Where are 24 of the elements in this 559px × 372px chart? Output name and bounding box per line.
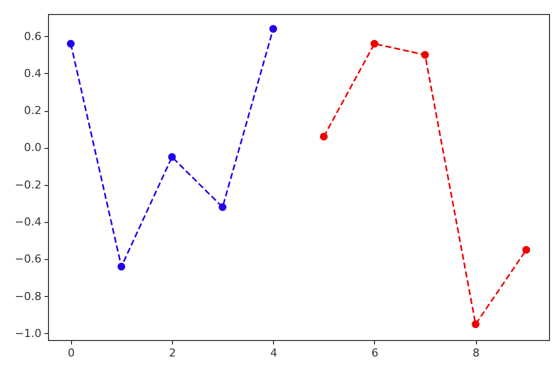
y-tick-label: −0.4 bbox=[14, 216, 42, 229]
x-tick-label: 2 bbox=[168, 346, 176, 360]
point bbox=[168, 153, 176, 161]
point bbox=[66, 40, 75, 48]
x-tick-label: 6 bbox=[371, 346, 378, 360]
x-tick-label: 4 bbox=[270, 346, 278, 360]
y-tick-label: −1.0 bbox=[14, 327, 42, 340]
x-tick-label: 8 bbox=[472, 346, 480, 360]
y-tick-label: −0.6 bbox=[14, 252, 42, 266]
y-tick-label: 0.2 bbox=[24, 104, 42, 118]
y-tick-label: 0.4 bbox=[24, 66, 42, 80]
point bbox=[269, 24, 278, 33]
point bbox=[522, 246, 530, 254]
y-tick-label: −0.8 bbox=[14, 290, 42, 303]
point bbox=[472, 320, 480, 328]
point bbox=[421, 51, 429, 59]
point bbox=[370, 40, 378, 48]
y-tick-label: −0.2 bbox=[14, 178, 42, 192]
point bbox=[320, 132, 328, 140]
y-tick-label: 0.6 bbox=[24, 30, 42, 43]
y-tick-label: 0.0 bbox=[24, 141, 42, 154]
point bbox=[118, 262, 126, 270]
x-tick-label: 0 bbox=[68, 346, 75, 360]
point bbox=[218, 203, 226, 212]
